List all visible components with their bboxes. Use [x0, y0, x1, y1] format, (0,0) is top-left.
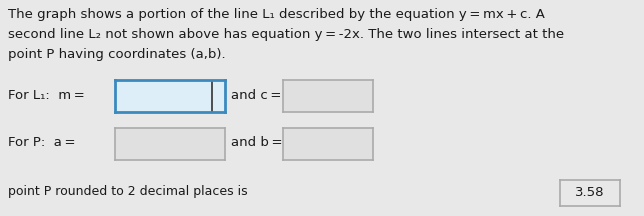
Text: point P rounded to 2 decimal places is: point P rounded to 2 decimal places is: [8, 186, 248, 199]
Text: For L₁:  m =: For L₁: m =: [8, 89, 85, 102]
Text: The graph shows a portion of the line L₁ described by the equation y = mx + c. A: The graph shows a portion of the line L₁…: [8, 8, 545, 21]
Text: and c =: and c =: [231, 89, 281, 102]
Text: For P:  a =: For P: a =: [8, 137, 75, 149]
Text: second line L₂ not shown above has equation y = -2x. The two lines intersect at : second line L₂ not shown above has equat…: [8, 28, 564, 41]
Text: 3.58: 3.58: [575, 186, 605, 200]
Text: point P having coordinates (a,b).: point P having coordinates (a,b).: [8, 48, 225, 61]
Text: and b =: and b =: [231, 137, 283, 149]
